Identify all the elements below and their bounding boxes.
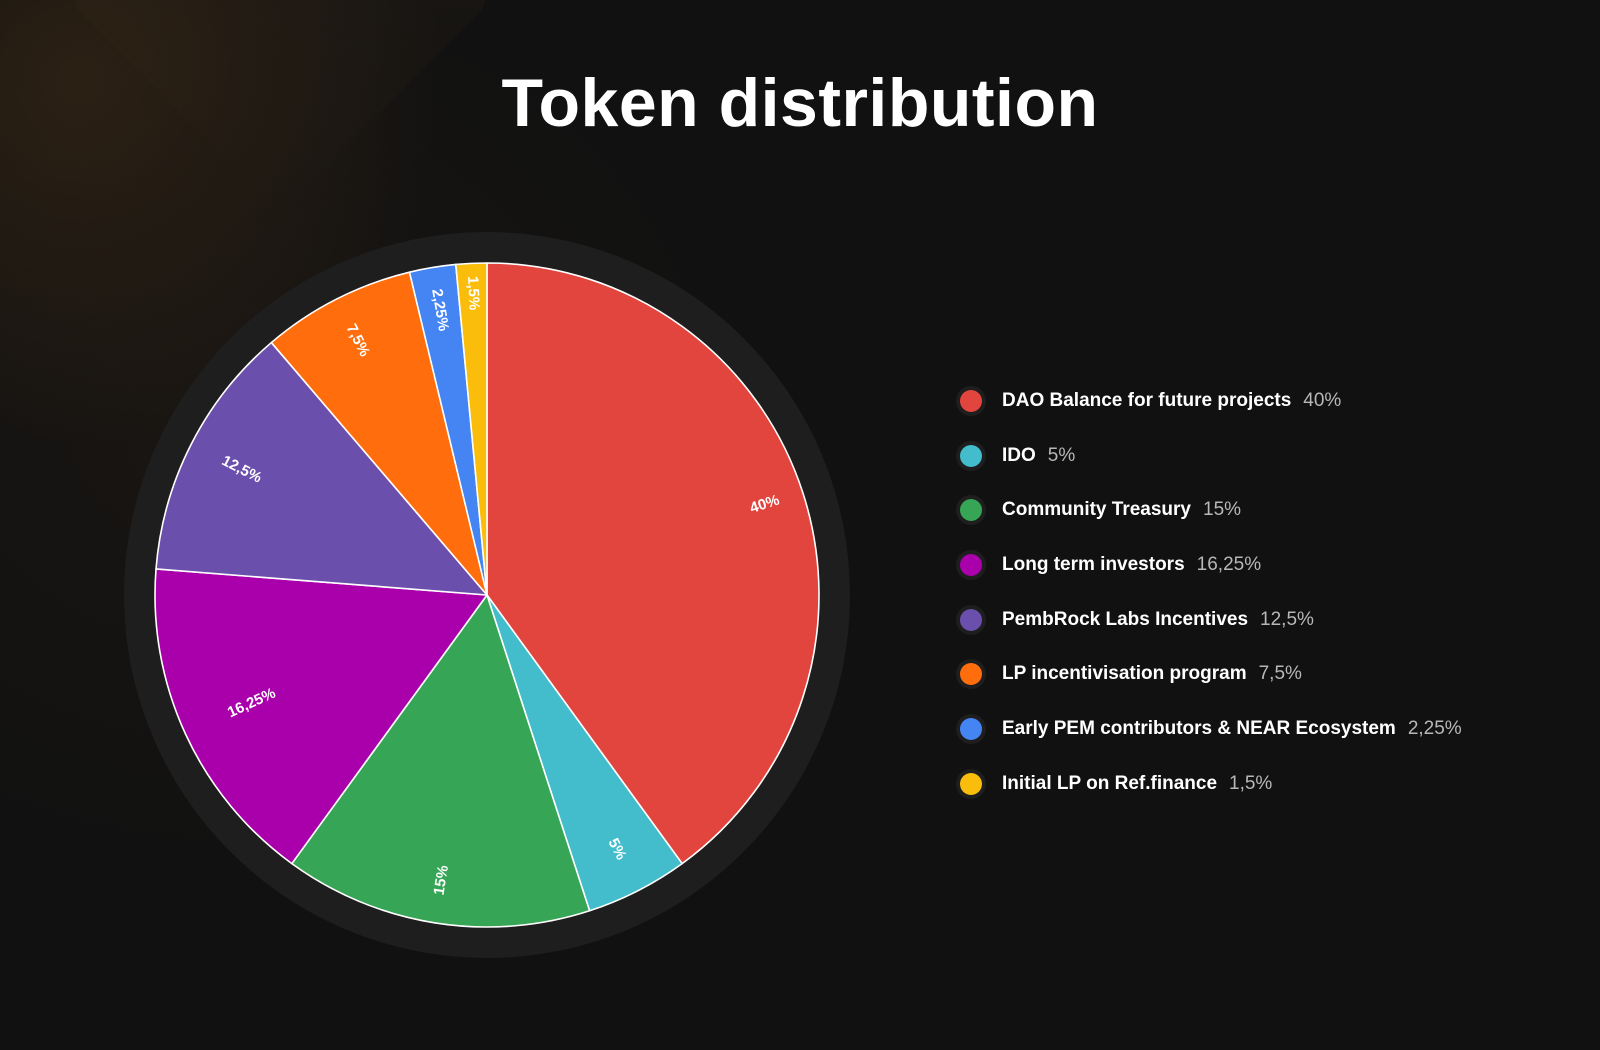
legend-value: 1,5%	[1229, 772, 1273, 794]
slice-label-2: 15%	[431, 864, 452, 896]
legend-label: Long term investors	[1002, 554, 1185, 576]
legend-item: IDO 5%	[960, 441, 1462, 471]
legend-label: Community Treasury	[1002, 499, 1191, 521]
pie-slice-5	[270, 271, 488, 596]
slice-label-7: 1,5%	[464, 276, 483, 311]
pie-slice-7	[454, 262, 488, 596]
legend-label: LP incentivisation program	[1002, 663, 1247, 685]
pie-slices	[154, 262, 820, 928]
legend-item: PembRock Labs Incentives 12,5%	[960, 605, 1462, 635]
pie-slice-3	[154, 568, 488, 865]
legend-value: 16,25%	[1196, 554, 1262, 576]
legend-label: Early PEM contributors & NEAR Ecosystem	[1002, 718, 1396, 740]
page-title: Token distribution	[501, 65, 1099, 141]
legend-value: 12,5%	[1260, 608, 1314, 630]
legend-value: 7,5%	[1258, 663, 1302, 685]
legend-swatch	[960, 444, 982, 467]
legend-label: IDO	[1002, 444, 1036, 466]
legend-item: Community Treasury 15%	[960, 495, 1462, 525]
legend-label: Initial LP on Ref.finance	[1002, 772, 1218, 794]
pie-slice-4	[155, 341, 488, 596]
legend-item: Initial LP on Ref.finance 1,5%	[960, 769, 1462, 799]
legend-value: 5%	[1047, 444, 1076, 466]
legend-swatch	[960, 608, 982, 631]
pie-slice-2	[291, 594, 591, 928]
slice-label-6: 2,25%	[428, 288, 452, 333]
chart-legend: DAO Balance for future projects 40% IDO 5% C…	[960, 386, 1462, 824]
legend-swatch	[960, 718, 982, 741]
legend-item: LP incentivisation program 7,5%	[960, 659, 1462, 689]
legend-swatch	[960, 663, 982, 686]
legend-value: 2,25%	[1407, 718, 1462, 740]
legend-item: DAO Balance for future projects 40%	[960, 386, 1462, 416]
legend-label: DAO Balance for future projects	[1002, 390, 1292, 411]
legend-swatch	[960, 499, 982, 522]
legend-swatch	[960, 390, 982, 412]
legend-swatch	[960, 772, 982, 795]
legend-value: 40%	[1303, 390, 1342, 411]
pie-slice-0	[486, 262, 820, 865]
legend-label: PembRock Labs Incentives	[1002, 608, 1249, 630]
legend-item: Long term investors 16,25%	[960, 550, 1462, 580]
legend-swatch	[960, 554, 982, 577]
legend-value: 15%	[1203, 499, 1242, 521]
legend-item: Early PEM contributors & NEAR Ecosystem 2…	[960, 714, 1462, 744]
